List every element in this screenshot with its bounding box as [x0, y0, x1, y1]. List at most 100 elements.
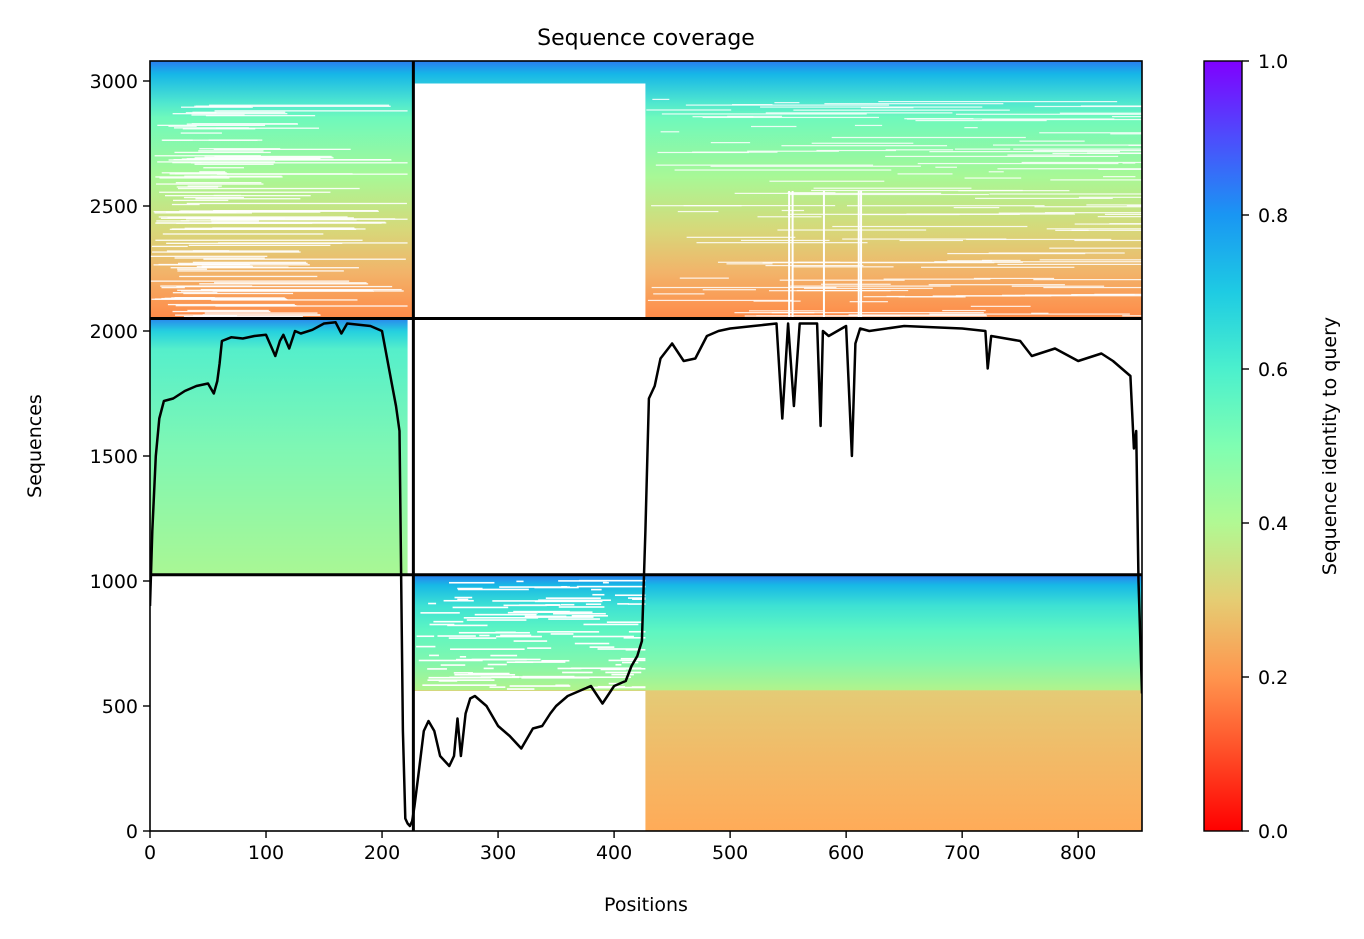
gap-streak [151, 245, 188, 248]
gap-streak [433, 620, 464, 623]
gap-streak [1059, 112, 1142, 114]
gap-streak [779, 279, 905, 281]
gap-streak [158, 263, 250, 266]
gap-streak [186, 158, 321, 160]
gap-streak [617, 603, 629, 605]
gap-streak [201, 265, 253, 268]
gap-streak [787, 213, 1020, 215]
gap-streak [194, 163, 274, 165]
gap-streak [769, 180, 885, 182]
gap-streak [627, 603, 646, 605]
gap-streak [500, 634, 532, 637]
y-tick-label: 0 [126, 821, 138, 843]
gap-streak [661, 113, 867, 115]
gap-streak [623, 636, 646, 639]
gap-streak [150, 280, 350, 282]
x-tick-label: 700 [944, 842, 980, 864]
y-axis-label: Sequences [24, 394, 46, 498]
gap-streak [898, 296, 966, 298]
gap-streak [210, 218, 256, 220]
gap-streak [213, 148, 351, 150]
gap-streak [1086, 204, 1142, 206]
gap-streak [172, 161, 202, 164]
gap-streak [842, 238, 1007, 240]
gap-streak [803, 287, 933, 289]
gap-streak [608, 659, 646, 662]
gap-streak [437, 635, 476, 637]
gap-streak [537, 631, 600, 633]
x-tick-label: 600 [828, 842, 864, 864]
colorbar-tick-label: 0.2 [1258, 667, 1288, 689]
gap-streak [155, 222, 382, 224]
gap-streak [929, 313, 1130, 315]
block-separators [150, 61, 1142, 831]
gap-streak [1126, 205, 1142, 207]
gap-streak [214, 110, 408, 112]
gap-streak [571, 667, 642, 670]
gap-streak [457, 598, 469, 601]
gap-streak [692, 151, 778, 153]
colorbar-tick-label: 1.0 [1258, 51, 1288, 73]
gap-streak [849, 301, 888, 303]
gap-streak [1098, 168, 1142, 170]
gap-streak [832, 225, 1028, 228]
gap-streak [710, 142, 751, 144]
gap-streak [760, 106, 983, 108]
gap-streak [458, 631, 530, 634]
gap-streak [765, 264, 864, 267]
gap-streak [560, 603, 575, 606]
gap-streak [683, 204, 836, 207]
x-tick-label: 500 [712, 842, 748, 864]
gap-streak [156, 183, 264, 185]
gap-streak [506, 661, 534, 664]
gap-streak [427, 679, 495, 681]
gap-streak [174, 257, 265, 259]
gap-streak [816, 149, 897, 152]
gap-streak [947, 260, 992, 262]
gap-streak [970, 305, 1031, 307]
gap-streak [191, 114, 245, 116]
colorbar-ticks: 0.0 0.2 0.4 0.6 0.8 1.0 [1242, 51, 1288, 843]
gap-streak [211, 221, 386, 223]
gap-streak [917, 162, 1119, 165]
gap-streak [199, 148, 281, 150]
gap-streak [981, 259, 1021, 262]
gap-streak [749, 310, 824, 312]
y-tick-label: 2500 [90, 196, 138, 218]
chart-title: Sequence coverage [537, 26, 755, 51]
gap-streak [215, 127, 320, 129]
gap-streak [159, 191, 331, 193]
gap-streak [734, 192, 942, 194]
gap-streak [1011, 285, 1105, 287]
gap-streak [562, 671, 593, 674]
gap-streak [202, 314, 321, 316]
gap-streak [677, 210, 719, 213]
gap-streak [777, 229, 927, 231]
gap-streak [576, 585, 646, 588]
gap-streak [998, 212, 1074, 214]
gap-streak [156, 220, 190, 222]
gap-streak [454, 596, 473, 599]
y-axis-ticks: 0 500 1000 1500 2000 2500 3000 [90, 71, 150, 843]
gap-streak [997, 168, 1142, 170]
gap-streak [200, 288, 402, 291]
gap-streak [154, 212, 252, 214]
gap-streak [774, 102, 800, 104]
gap-streak [653, 293, 705, 295]
gap-streak [955, 113, 1142, 115]
gap-streak [454, 673, 516, 676]
gap-streak [512, 675, 519, 678]
gap-streak [160, 285, 253, 287]
gap-streak [592, 593, 605, 596]
gap-streak [831, 136, 1026, 139]
gap-streak [450, 648, 525, 650]
gap-streak [172, 310, 271, 313]
gap-streak [1043, 286, 1142, 289]
gap-streak [1074, 223, 1142, 225]
gap-streak [212, 227, 355, 229]
gap-streak [177, 262, 308, 265]
gap-streak [631, 686, 646, 688]
gap-streak [452, 606, 509, 609]
gap-streak [751, 125, 797, 128]
gap-streak [651, 205, 742, 207]
